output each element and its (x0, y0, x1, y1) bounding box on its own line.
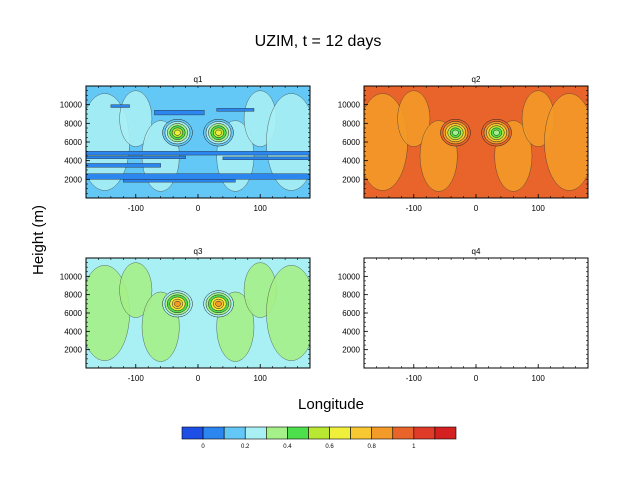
x-tick-label: 0 (196, 204, 201, 213)
contour-region (266, 93, 310, 191)
contour-band (86, 173, 310, 180)
contour-region (397, 90, 431, 147)
colorbar-swatch (434, 426, 457, 440)
y-tick-label: 2000 (342, 346, 360, 355)
contour-band (86, 163, 161, 168)
colorbar-swatch (329, 426, 351, 440)
y-tick-label: 8000 (342, 291, 360, 300)
panel-q3: q3 -100 0 100 2000 4000 6000 8000 10000 (60, 247, 311, 383)
colorbar-swatch (181, 426, 204, 440)
y-tick-label: 6000 (342, 309, 360, 318)
panel-q4: q4 -100 0 100 2000 4000 6000 8000 10000 (338, 247, 589, 383)
colorbar-swatch (350, 426, 372, 440)
y-tick-label: 8000 (64, 119, 82, 128)
vortex-contour (215, 300, 222, 307)
y-tick-label: 2000 (342, 175, 360, 184)
vortex-contour (493, 129, 500, 136)
contour-band (110, 104, 130, 108)
contour-band (86, 151, 310, 156)
colorbar-tick-label: 0.6 (325, 444, 334, 450)
x-tick-label: 100 (254, 374, 268, 383)
y-tick-label: 6000 (342, 138, 360, 147)
contour-region (119, 262, 153, 318)
colorbar-swatch (392, 426, 415, 440)
x-tick-label: -100 (406, 204, 423, 213)
panel-title: q3 (194, 247, 203, 256)
y-tick-label: 6000 (64, 309, 82, 318)
x-tick-label: -100 (406, 374, 423, 383)
colorbar-tick-label: 0.4 (283, 444, 292, 450)
contour-band (86, 155, 186, 159)
x-tick-label: 100 (532, 374, 546, 383)
y-tick-label: 8000 (64, 291, 82, 300)
colorbar-swatch (287, 426, 309, 440)
x-tick-label: 0 (474, 204, 479, 213)
colorbar-tick-label: 1 (412, 444, 416, 450)
x-tick-label: 100 (532, 204, 546, 213)
panel-title: q4 (472, 247, 481, 256)
y-tick-label: 10000 (338, 101, 361, 110)
y-tick-label: 4000 (342, 327, 360, 336)
x-tick-label: 100 (254, 204, 268, 213)
y-tick-label: 4000 (64, 327, 82, 336)
colorbar-swatch (266, 426, 288, 440)
y-tick-label: 8000 (342, 119, 360, 128)
panel-title: q2 (472, 75, 481, 84)
contour-region (266, 265, 310, 361)
panel-background (364, 258, 588, 368)
panel-q2: q2 -100 0 100 2000 4000 6000 8000 10000 (338, 75, 589, 213)
colorbar-tick-label: 0.2 (241, 444, 250, 450)
contour-region (544, 93, 588, 191)
panel-title: q1 (194, 75, 203, 84)
figure-title: UZIM, t = 12 days (255, 33, 382, 50)
y-tick-label: 10000 (60, 101, 83, 110)
x-tick-label: -100 (128, 204, 145, 213)
colorbar-tick-label: 0.8 (368, 444, 377, 450)
x-tick-label: 0 (474, 374, 479, 383)
y-tick-label: 4000 (64, 157, 82, 166)
vortex-contour (174, 129, 181, 136)
colorbar-swatch (244, 426, 267, 440)
contour-band (154, 110, 205, 116)
colorbar-swatch (223, 426, 246, 440)
x-tick-label: 0 (196, 374, 201, 383)
colorbar-swatch (202, 426, 225, 440)
y-tick-label: 2000 (64, 346, 82, 355)
colorbar-swatch (413, 426, 436, 440)
colorbar-swatch (371, 426, 394, 440)
y-tick-label: 10000 (338, 272, 361, 281)
y-tick-label: 2000 (64, 175, 82, 184)
y-tick-label: 4000 (342, 157, 360, 166)
vortex-contour (215, 129, 222, 136)
vortex-contour (452, 129, 459, 136)
contour-band (222, 156, 310, 160)
x-axis-label: Longitude (298, 396, 364, 413)
colorbar: 0 0.2 0.4 0.6 0.8 1 (181, 426, 457, 450)
y-axis-label: Height (m) (30, 205, 47, 275)
colorbar-tick-label: 0 (201, 444, 205, 450)
panel-q1: q1 -100 0 100 2000 4000 6000 8000 10000 (60, 75, 311, 213)
y-tick-label: 10000 (60, 272, 83, 281)
contour-band (216, 108, 255, 112)
x-tick-label: -100 (128, 374, 145, 383)
y-tick-label: 6000 (64, 138, 82, 147)
vortex-contour (174, 300, 181, 307)
colorbar-swatch (308, 426, 330, 440)
contour-band (123, 179, 236, 183)
